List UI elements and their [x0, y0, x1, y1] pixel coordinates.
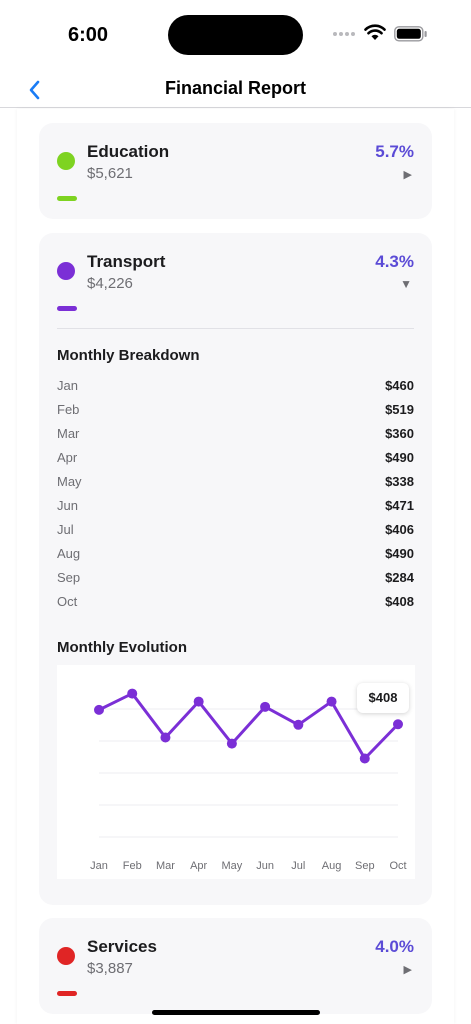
status-time: 6:00	[68, 24, 109, 46]
status-bar: 6:00	[0, 0, 471, 70]
data-point[interactable]	[293, 719, 304, 730]
cellular-signal-icon	[333, 32, 355, 36]
x-tick-label: Jan	[90, 860, 108, 872]
breakdown-row: Jun $471	[57, 498, 414, 522]
data-point[interactable]	[393, 719, 403, 730]
breakdown-value: $460	[385, 378, 414, 393]
breakdown-month: May	[57, 474, 82, 489]
breakdown-value: $360	[385, 426, 414, 441]
x-tick-label: Apr	[190, 860, 207, 872]
category-name: Education	[87, 142, 170, 161]
breakdown-value: $471	[385, 498, 414, 513]
monthly-evolution-title: Monthly Evolution	[57, 639, 187, 656]
breakdown-row: Apr $490	[57, 450, 414, 474]
collapse-chevron-icon[interactable]: ▼	[400, 277, 412, 291]
breakdown-month: Feb	[57, 402, 80, 417]
x-tick-label: Feb	[123, 860, 142, 872]
page-title: Financial Report	[164, 78, 307, 98]
x-tick-label: Jul	[291, 860, 305, 872]
category-color-dot	[57, 152, 75, 170]
breakdown-month: Mar	[57, 426, 80, 441]
dynamic-island	[168, 15, 303, 55]
monthly-breakdown-title: Monthly Breakdown	[57, 347, 200, 364]
category-name: Services	[87, 937, 157, 956]
wifi-icon	[364, 24, 386, 40]
breakdown-value: $284	[385, 570, 414, 585]
category-card-services[interactable]: Services $3,887 4.0% ▶	[39, 918, 432, 1014]
divider	[57, 328, 414, 329]
breakdown-month: Oct	[57, 594, 78, 609]
home-indicator	[152, 1010, 320, 1015]
category-card-transport[interactable]: Transport $4,226 4.3% ▼ Monthly Breakdow…	[39, 233, 432, 905]
data-point[interactable]	[193, 696, 204, 707]
breakdown-row: May $338	[57, 474, 414, 498]
data-point[interactable]	[94, 704, 104, 715]
line-chart[interactable]: Jan Feb Mar Apr May Jun Jul Aug Sep Oct	[57, 665, 415, 879]
value-tooltip: $408	[357, 683, 409, 713]
category-progress-bar	[57, 991, 77, 996]
breakdown-value: $408	[385, 594, 414, 609]
data-point[interactable]	[127, 688, 138, 699]
data-point[interactable]	[226, 738, 237, 749]
battery-icon	[394, 26, 427, 42]
breakdown-month: Jan	[57, 378, 78, 393]
breakdown-month: Jul	[57, 522, 74, 537]
category-color-dot	[57, 947, 75, 965]
breakdown-value: $490	[385, 450, 414, 465]
breakdown-row: Jul $406	[57, 522, 414, 546]
breakdown-value: $406	[385, 522, 414, 537]
category-progress-bar	[57, 196, 77, 201]
breakdown-month: Jun	[57, 498, 78, 513]
breakdown-month: Aug	[57, 546, 81, 561]
x-tick-label: Jun	[256, 860, 274, 872]
navigation-bar: Financial Report	[0, 70, 471, 108]
breakdown-row: Mar $360	[57, 426, 414, 450]
expand-chevron-icon[interactable]: ▶	[403, 169, 412, 181]
breakdown-row: Jan $460	[57, 378, 414, 402]
data-point[interactable]	[260, 701, 271, 712]
data-point[interactable]	[359, 753, 370, 764]
breakdown-value: $519	[385, 402, 414, 417]
breakdown-month: Apr	[57, 450, 78, 465]
category-percent: 5.7%	[375, 142, 414, 161]
category-color-dot	[57, 262, 75, 280]
category-progress-bar	[57, 306, 77, 311]
category-card-education[interactable]: Education $5,621 5.7% ▶	[39, 123, 432, 219]
breakdown-value: $338	[385, 474, 414, 489]
x-tick-label: May	[221, 860, 242, 872]
breakdown-row: Aug $490	[57, 546, 414, 570]
breakdown-value: $490	[385, 546, 414, 561]
category-amount: $5,621	[87, 165, 133, 182]
expand-chevron-icon[interactable]: ▶	[403, 964, 412, 976]
x-tick-label: Sep	[355, 860, 375, 872]
x-tick-label: Mar	[156, 860, 175, 872]
data-point[interactable]	[160, 732, 171, 743]
category-percent: 4.3%	[375, 252, 414, 271]
x-tick-label: Oct	[389, 860, 406, 872]
data-point[interactable]	[326, 696, 337, 707]
breakdown-row: Oct $408	[57, 594, 414, 618]
report-content[interactable]: Education $5,621 5.7% ▶ Transport $4,226…	[17, 109, 454, 1024]
breakdown-row: Sep $284	[57, 570, 414, 594]
category-amount: $3,887	[87, 960, 133, 977]
breakdown-row: Feb $519	[57, 402, 414, 426]
category-amount: $4,226	[87, 275, 133, 292]
monthly-evolution-chart[interactable]: Jan Feb Mar Apr May Jun Jul Aug Sep Oct $408	[57, 665, 415, 879]
category-percent: 4.0%	[375, 937, 414, 956]
series-line	[98, 692, 400, 761]
x-tick-label: Aug	[322, 860, 342, 872]
breakdown-month: Sep	[57, 570, 81, 585]
back-chevron-icon[interactable]	[26, 79, 44, 101]
category-name: Transport	[87, 252, 166, 271]
